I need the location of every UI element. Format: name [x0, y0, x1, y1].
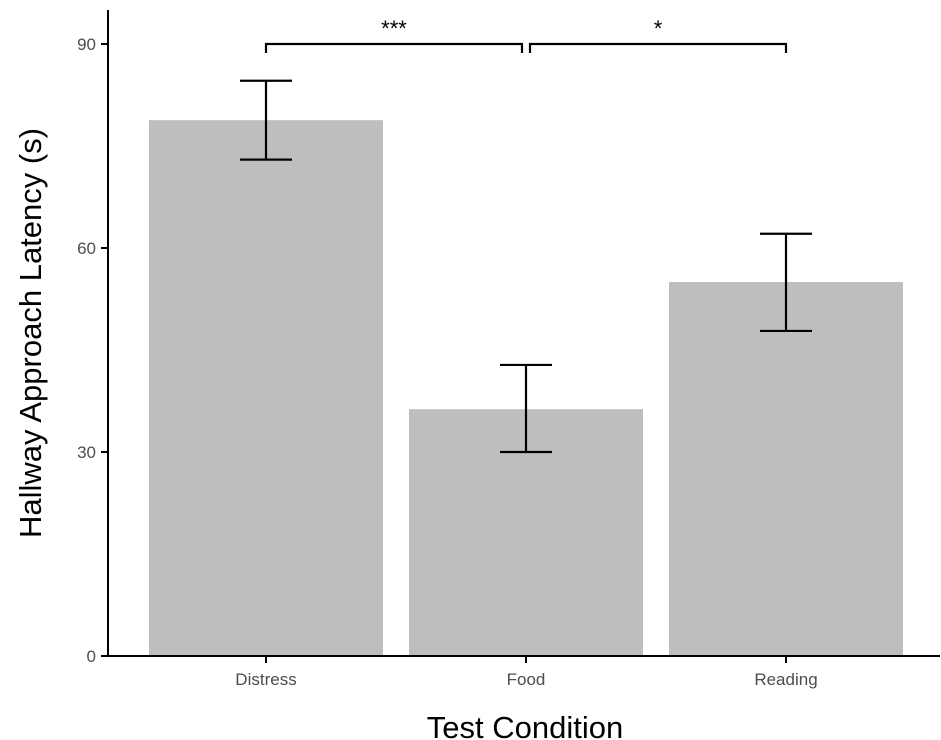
y-axis-title: Hallway Approach Latency (s) [13, 128, 48, 538]
significance-label: * [654, 16, 663, 41]
bar-reading [669, 282, 903, 656]
y-tick-label: 90 [77, 35, 96, 54]
x-tick-label: Food [507, 670, 546, 689]
significance-label: *** [381, 16, 407, 41]
error-bars-layer [240, 79, 812, 454]
significance-bracket-2: * [528, 16, 788, 53]
significance-bracket-line [528, 42, 788, 53]
error-bar-distress [240, 79, 292, 161]
y-tick-label: 0 [87, 647, 96, 666]
x-axis-title: Test Condition [427, 710, 623, 740]
error-bar-reading [760, 232, 812, 333]
x-tick-label: Distress [235, 670, 296, 689]
y-tick-label: 30 [77, 443, 96, 462]
bar-distress [149, 120, 383, 656]
y-ticks-layer: 0 30 60 90 [77, 35, 108, 666]
significance-layer: *** * [264, 16, 788, 53]
x-ticks-layer: Distress Food Reading [235, 656, 818, 689]
axes-layer [107, 10, 940, 657]
x-tick-label: Reading [754, 670, 817, 689]
bars-layer [149, 120, 903, 656]
error-bar-food [500, 363, 552, 454]
significance-bracket-line [264, 42, 524, 53]
y-tick-label: 60 [77, 239, 96, 258]
significance-bracket-1: *** [264, 16, 524, 53]
